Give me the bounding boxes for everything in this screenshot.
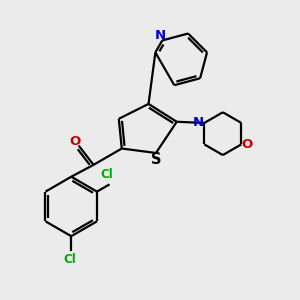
Text: S: S — [151, 152, 162, 167]
Text: O: O — [242, 138, 253, 151]
Text: N: N — [155, 29, 166, 43]
Text: O: O — [70, 136, 81, 148]
Text: Cl: Cl — [101, 168, 113, 182]
Text: Cl: Cl — [63, 253, 76, 266]
Text: N: N — [193, 116, 204, 130]
